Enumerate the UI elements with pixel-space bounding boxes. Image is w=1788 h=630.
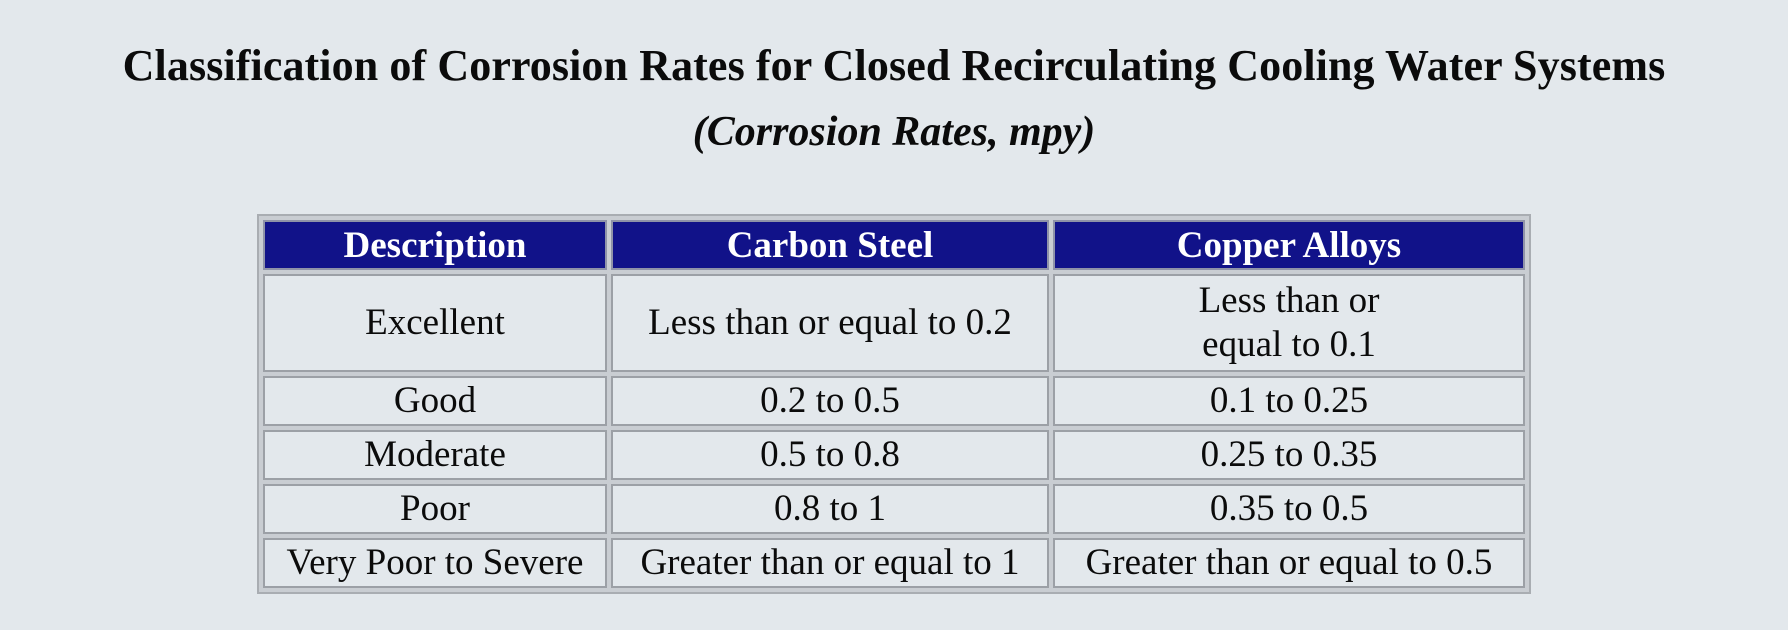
page-title: Classification of Corrosion Rates for Cl… (122, 41, 1666, 90)
cell-carbon-steel: Greater than or equal to 1 (611, 538, 1049, 588)
cell-description: Good (263, 376, 607, 426)
cell-description: Very Poor to Severe (263, 538, 607, 588)
header-description: Description (263, 220, 607, 270)
header-copper-alloys: Copper Alloys (1053, 220, 1525, 270)
header-carbon-steel: Carbon Steel (611, 220, 1049, 270)
page-subtitle: (Corrosion Rates, mpy) (692, 109, 1096, 155)
cell-copper-alloys: 0.1 to 0.25 (1053, 376, 1525, 426)
table-row: Moderate 0.5 to 0.8 0.25 to 0.35 (263, 430, 1525, 480)
table-row: Good 0.2 to 0.5 0.1 to 0.25 (263, 376, 1525, 426)
cell-copper-alloys: Greater than or equal to 0.5 (1053, 538, 1525, 588)
cell-description: Excellent (263, 274, 607, 372)
cell-carbon-steel: Less than or equal to 0.2 (611, 274, 1049, 372)
cell-description: Moderate (263, 430, 607, 480)
table-row: Poor 0.8 to 1 0.35 to 0.5 (263, 484, 1525, 534)
cell-carbon-steel: 0.2 to 0.5 (611, 376, 1049, 426)
cell-description: Poor (263, 484, 607, 534)
table-row: Very Poor to Severe Greater than or equa… (263, 538, 1525, 588)
cell-copper-alloys: 0.25 to 0.35 (1053, 430, 1525, 480)
cell-copper-alloys: 0.35 to 0.5 (1053, 484, 1525, 534)
cell-copper-alloys: Less than or equal to 0.1 (1053, 274, 1525, 372)
cell-carbon-steel: 0.5 to 0.8 (611, 430, 1049, 480)
table-row: Excellent Less than or equal to 0.2 Less… (263, 274, 1525, 372)
corrosion-rates-table: Description Carbon Steel Copper Alloys E… (257, 214, 1531, 594)
table-header-row: Description Carbon Steel Copper Alloys (263, 220, 1525, 270)
cell-carbon-steel: 0.8 to 1 (611, 484, 1049, 534)
